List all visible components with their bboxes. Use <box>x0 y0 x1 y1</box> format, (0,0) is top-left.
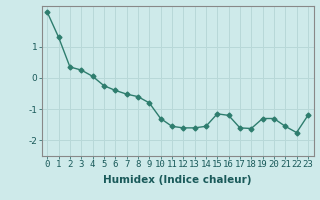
X-axis label: Humidex (Indice chaleur): Humidex (Indice chaleur) <box>103 175 252 185</box>
